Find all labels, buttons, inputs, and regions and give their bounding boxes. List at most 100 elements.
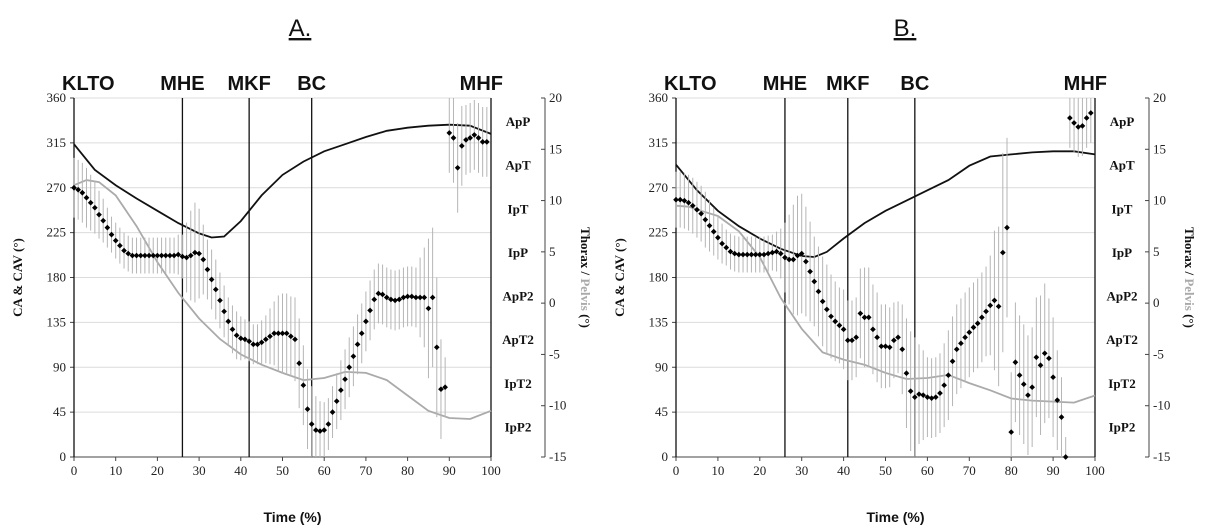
data-point (987, 302, 994, 309)
event-label: BC (900, 73, 929, 95)
y-right-title-part: (°) (578, 311, 593, 328)
y-right-tick-label: 20 (549, 90, 562, 105)
y-right-tick-label: 10 (549, 193, 562, 208)
data-point (983, 308, 989, 315)
y-right-tick-label: -10 (1153, 398, 1170, 413)
data-point (974, 320, 981, 327)
data-point (350, 353, 357, 360)
data-point (949, 358, 956, 365)
data-point (467, 135, 473, 141)
data-point (731, 250, 738, 257)
y-right-title-part: Thorax (578, 227, 593, 269)
data-point (1004, 224, 1010, 231)
data-point (454, 164, 461, 171)
y-left-tick-label: 90 (53, 359, 66, 374)
data-point (891, 337, 897, 344)
data-point (325, 421, 332, 427)
data-point (685, 199, 692, 206)
data-point (694, 206, 700, 213)
data-point (1041, 350, 1048, 357)
y-left-tick-label: 315 (649, 135, 669, 150)
data-point (283, 330, 290, 337)
band-label: IpP (1112, 245, 1132, 260)
y-left-tick-label: 225 (649, 225, 669, 240)
data-point (162, 252, 169, 259)
x-tick-label: 90 (443, 463, 456, 478)
x-tick-label: 30 (795, 463, 808, 478)
data-point (137, 252, 144, 259)
series-markers (673, 98, 1094, 460)
data-point (92, 204, 98, 211)
x-axis-title: Time (%) (866, 509, 924, 525)
data-point (221, 308, 227, 315)
x-tick-label: 70 (359, 463, 372, 478)
data-point (404, 293, 411, 300)
data-point (300, 382, 307, 389)
chart-panel-b: B. 0 45 90 135 180 225 270 315 360 -15 -10 -5 0 5 10 15 2… (612, 15, 1197, 525)
data-point (425, 305, 432, 312)
data-point (886, 344, 893, 351)
data-point (819, 298, 826, 305)
data-point (710, 228, 717, 235)
data-point (396, 296, 403, 303)
y-right-tick-label: -15 (1153, 449, 1170, 464)
x-tick-label: 80 (401, 463, 414, 478)
data-point (958, 340, 964, 347)
y-left-tick-label: 180 (649, 270, 669, 285)
data-point (1054, 397, 1061, 403)
event-label: BC (297, 73, 326, 95)
data-point (991, 297, 998, 304)
data-point (429, 294, 436, 301)
data-point (719, 240, 725, 247)
data-point (756, 251, 763, 258)
data-point (217, 297, 223, 304)
x-axis-title: Time (%) (263, 509, 321, 525)
event-label: MHF (1064, 73, 1107, 95)
data-point (367, 307, 373, 314)
band-label: ApT (1109, 158, 1135, 173)
chart-panel-a: A. 0 45 90 135 180 225 270 315 360 -15 -10 -5 0 5 10 15 2… (10, 15, 593, 525)
x-tick-label: 30 (193, 463, 206, 478)
data-point (899, 346, 906, 353)
data-point (765, 250, 772, 257)
y-left-tick-label: 180 (47, 270, 67, 285)
panel-title: A. (289, 15, 312, 42)
data-point (463, 137, 469, 143)
y-right-tick-label: -5 (549, 346, 560, 361)
data-point (807, 268, 813, 275)
data-point (75, 186, 81, 193)
data-point (262, 336, 269, 343)
data-point (271, 330, 277, 337)
y-left-tick-label: 45 (655, 404, 668, 419)
data-point (479, 139, 486, 145)
data-point (242, 336, 248, 343)
data-point (250, 341, 257, 348)
band-label: ApP2 (502, 289, 533, 304)
event-label: MHF (460, 73, 503, 95)
data-point (1037, 362, 1044, 369)
data-point (803, 258, 809, 265)
data-point (392, 297, 398, 304)
data-point (840, 326, 847, 333)
data-point (828, 313, 834, 320)
y-left-tick-label: 0 (60, 449, 67, 464)
data-point (912, 394, 918, 400)
data-point (824, 306, 830, 313)
band-label: IpT (508, 201, 529, 216)
data-point (1046, 355, 1052, 362)
data-point (342, 376, 348, 383)
data-point (673, 196, 679, 203)
y-right-title-part: Pelvis (1182, 278, 1197, 311)
data-point (924, 394, 931, 400)
series-line (675, 150, 1096, 258)
data-point (1025, 392, 1031, 399)
data-point (920, 392, 927, 399)
data-point (379, 291, 386, 298)
y-left-title: CA & CAV (°) (10, 238, 25, 317)
y-right-tick-label: -10 (549, 398, 566, 413)
x-tick-label: 100 (481, 463, 501, 478)
data-point (333, 398, 340, 404)
series-pelvis (73, 179, 492, 420)
x-tick-label: 60 (318, 463, 331, 478)
data-point (292, 336, 298, 343)
